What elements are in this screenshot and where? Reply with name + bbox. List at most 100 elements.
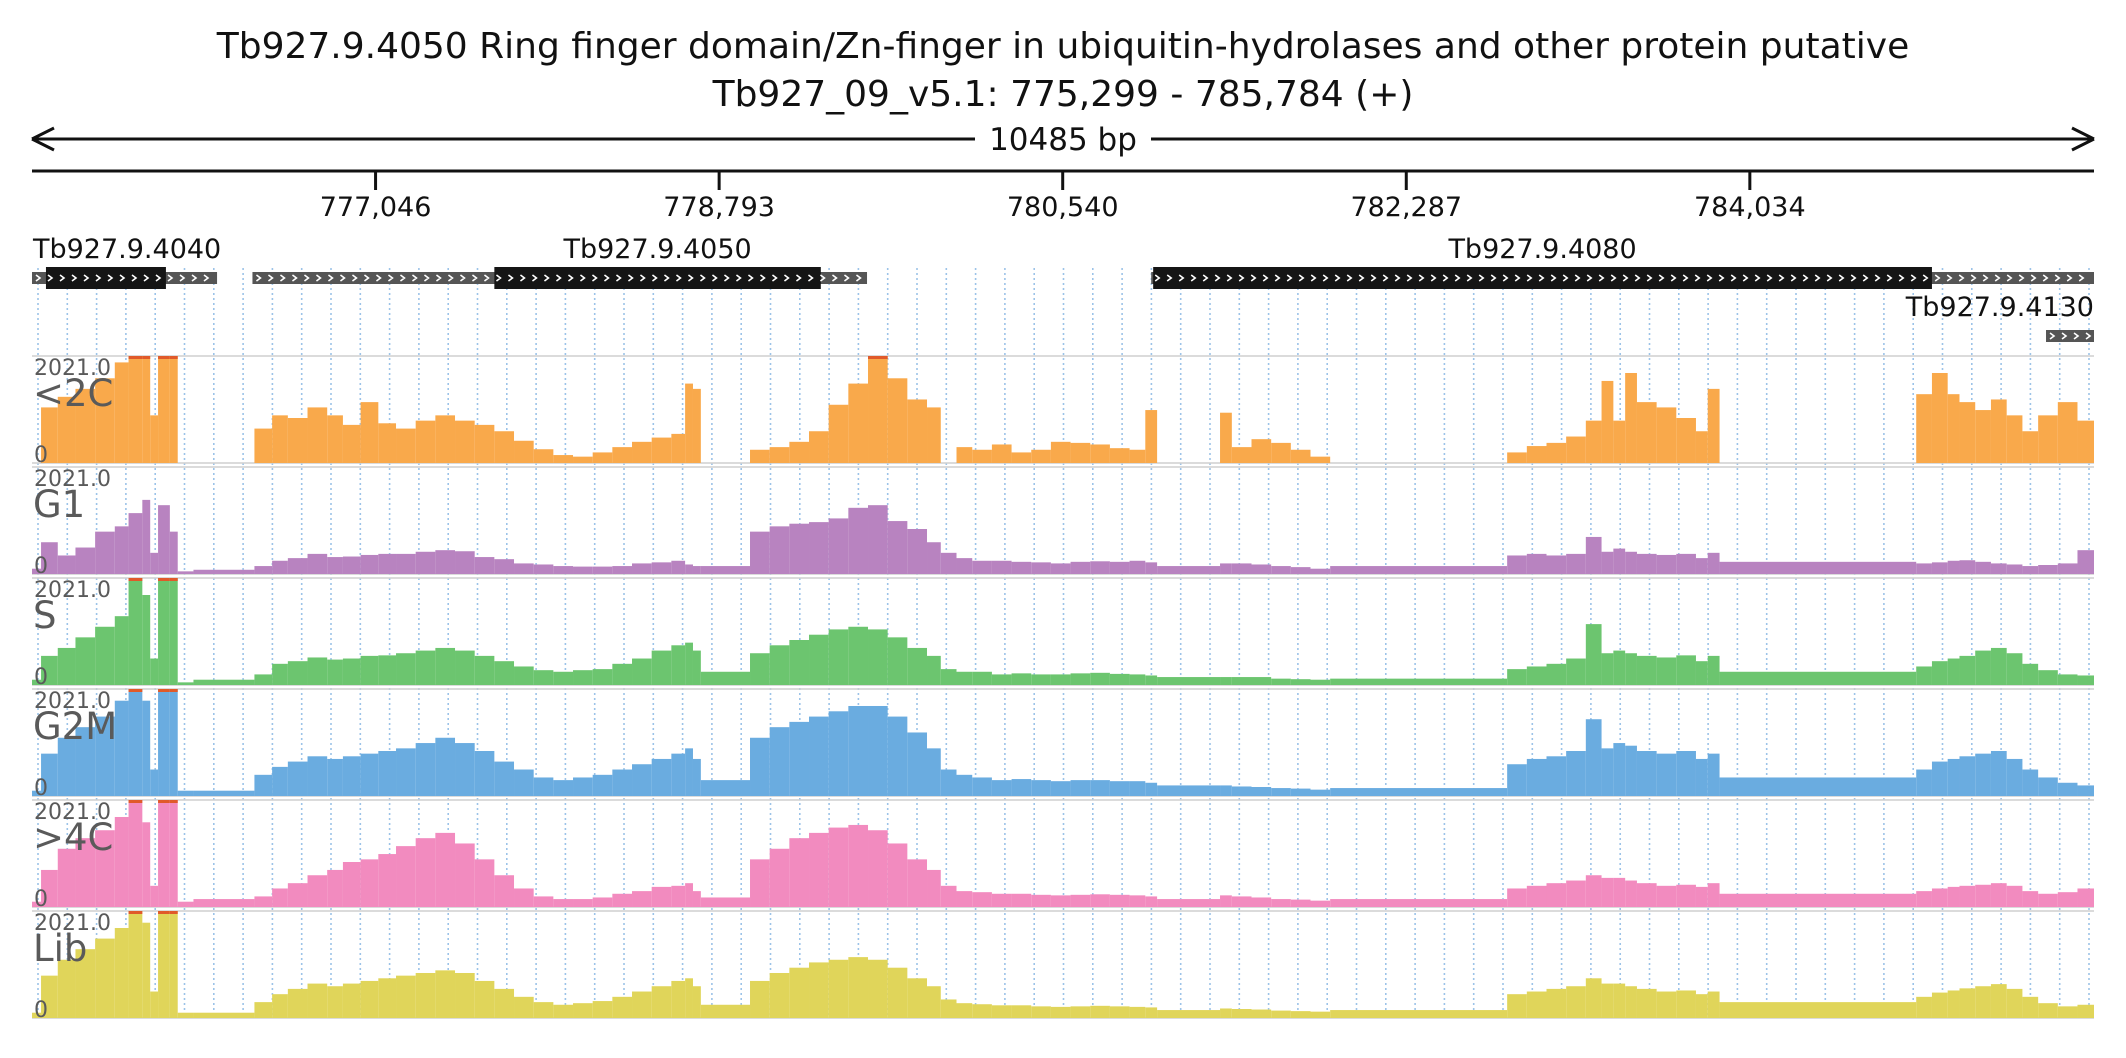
- coverage-tracks: 2021.0<2C02021.0G102021.0S02021.0G2M0202…: [32, 355, 2094, 1023]
- coverage-bar: [1271, 566, 1291, 574]
- coverage-bar: [1585, 719, 1602, 796]
- coverage-bar: [1975, 650, 1991, 685]
- coverage-bar: [57, 737, 76, 796]
- coverage-bar: [1070, 442, 1091, 463]
- coverage-bar: [254, 674, 273, 685]
- coverage-bar: [809, 634, 829, 685]
- coverage-bar: [57, 396, 76, 463]
- coverage-bar: [1613, 877, 1626, 907]
- coverage-bar: [128, 578, 143, 685]
- coverage-bar: [287, 988, 308, 1018]
- coverage-bar: [956, 671, 973, 685]
- coverage-bar: [1975, 884, 1991, 907]
- coverage-bar: [533, 896, 554, 907]
- coverage-bar: [128, 800, 143, 907]
- coverage-bar: [177, 1012, 194, 1018]
- coverage-bar: [1931, 992, 1948, 1018]
- coverage-bar: [307, 553, 328, 574]
- coverage-bar: [254, 428, 273, 463]
- coverage-bar: [972, 449, 992, 463]
- coverage-bar: [685, 883, 693, 907]
- gene-model[interactable]: Tb927.9.4080: [1151, 234, 2094, 289]
- coverage-bar: [1220, 563, 1232, 574]
- coverage-bar: [1613, 650, 1626, 685]
- coverage-bar: [1613, 743, 1626, 796]
- track-max-label: 2021.0: [34, 800, 111, 825]
- coverage-bar: [254, 774, 273, 796]
- gene-label: Tb927.9.4050: [562, 234, 751, 265]
- coverage-bar: [342, 424, 361, 463]
- coverage-bar: [1990, 984, 2007, 1018]
- coverage-bar: [1656, 885, 1677, 907]
- coverage-bar: [95, 378, 115, 463]
- coverage-bar: [342, 556, 361, 574]
- clipped-marker: [128, 800, 143, 803]
- coverage-bar: [612, 769, 633, 796]
- coverage-bar: [1231, 896, 1252, 907]
- coverage-bar: [1271, 899, 1291, 907]
- coverage-bar: [1220, 677, 1232, 685]
- coverage-bar: [573, 777, 593, 796]
- coverage-bar: [415, 838, 436, 907]
- coverage-bar: [1129, 449, 1146, 463]
- gene-model[interactable]: Tb927.9.4040: [32, 234, 221, 289]
- coverage-bar: [1330, 678, 1508, 685]
- coverage-bar: [142, 499, 151, 574]
- coverage-bar: [1931, 888, 1948, 907]
- coverage-bar: [150, 552, 159, 574]
- coverage-bar: [868, 959, 888, 1018]
- coverage-bar: [474, 655, 495, 685]
- coverage-bar: [1231, 563, 1252, 574]
- coverage-bar: [1566, 658, 1586, 685]
- coverage-bar: [1931, 562, 1948, 574]
- coverage-bar: [868, 629, 888, 685]
- coverage-bar: [57, 647, 76, 685]
- coverage-bar: [1916, 891, 1932, 907]
- coverage-bar: [41, 407, 58, 463]
- clipped-marker: [158, 578, 170, 581]
- coverage-bar: [907, 647, 928, 685]
- coverage-bar: [142, 356, 151, 463]
- coverage-bar: [1676, 417, 1696, 463]
- clipped-marker: [128, 356, 143, 359]
- coverage-bar: [2006, 564, 2023, 574]
- coverage-bar: [972, 892, 992, 907]
- coverage-bar: [360, 554, 379, 574]
- coverage-bar: [1947, 990, 1960, 1018]
- coverage-bar: [700, 1004, 751, 1018]
- coverage-bar: [685, 564, 693, 574]
- track-min-label: 0: [34, 998, 48, 1023]
- coverage-bar: [2038, 670, 2058, 685]
- coverage-bar: [1975, 561, 1991, 574]
- gene-model[interactable]: Tb927.9.4050: [252, 234, 868, 289]
- coverage-bar: [991, 1005, 1012, 1018]
- coverage-track: 2021.0<2C 0: [32, 355, 2094, 468]
- coverage-bar: [494, 431, 515, 463]
- coverage-bar: [1251, 897, 1272, 907]
- coverage-bar: [1916, 394, 1932, 463]
- gene-model[interactable]: Tb927.9.4130: [1905, 292, 2094, 342]
- coverage-bar: [769, 447, 790, 463]
- coverage-bar: [142, 700, 151, 796]
- coverage-bar: [685, 748, 693, 796]
- coverage-bar: [1070, 1006, 1091, 1018]
- coverage-bar: [789, 838, 810, 907]
- coverage-bar: [169, 531, 178, 574]
- coverage-bar: [1290, 679, 1311, 685]
- coverage-bar: [514, 440, 534, 463]
- coverage-bar: [1109, 561, 1130, 574]
- track-min-label: 0: [34, 665, 48, 690]
- coverage-bar: [671, 433, 686, 463]
- coverage-bar: [95, 531, 115, 574]
- coverage-bar: [789, 721, 810, 796]
- coverage-bar: [128, 911, 143, 1018]
- coverage-bar: [396, 653, 416, 685]
- coverage-bar: [533, 564, 554, 574]
- coverage-bar: [1526, 758, 1547, 796]
- coverage-bar: [1290, 1011, 1311, 1018]
- track-min-label: 0: [34, 443, 48, 468]
- coverage-bar: [1916, 996, 1932, 1018]
- coverage-bar: [1719, 777, 1917, 796]
- coverage-bar: [1625, 551, 1637, 574]
- coverage-bar: [150, 991, 159, 1018]
